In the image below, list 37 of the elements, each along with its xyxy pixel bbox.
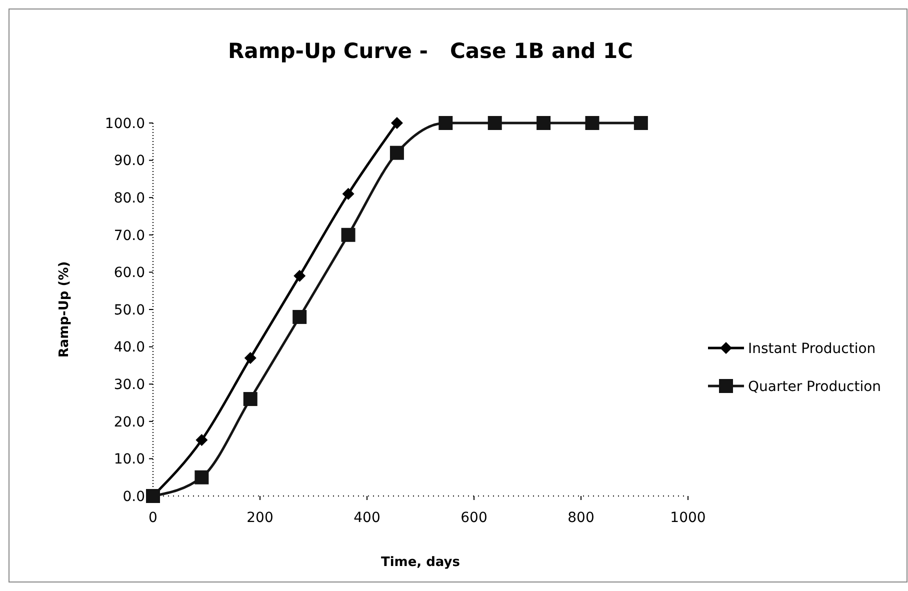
y-axis-title: Ramp-Up (%) (57, 261, 72, 358)
point (243, 392, 258, 406)
x-tick-label: 1000 (670, 510, 706, 526)
y-tick-label: 50.0 (114, 302, 145, 318)
x-tick-label: 800 (568, 510, 594, 526)
y-tick-label: 80.0 (114, 190, 145, 206)
point (196, 434, 208, 446)
point (292, 310, 307, 324)
x-tick-label: 400 (354, 510, 380, 526)
point (390, 117, 403, 129)
x-tick-label: 600 (460, 510, 488, 526)
y-tick-label: 60.0 (114, 265, 145, 282)
point (585, 116, 600, 130)
legend-label: Quarter Production (748, 378, 882, 395)
chart-title: Ramp-Up Curve - Case 1B and 1C (228, 39, 634, 63)
point (390, 146, 404, 160)
y-tick-label: 30.0 (114, 377, 145, 393)
point (294, 270, 306, 282)
y-tick-label: 20.0 (114, 414, 145, 430)
point (438, 116, 453, 130)
legend-label: Instant Production (748, 340, 876, 357)
point (194, 470, 209, 484)
point (536, 116, 551, 130)
x-tick-label: 200 (246, 510, 274, 526)
point (634, 116, 648, 130)
y-tick-label: 10.0 (114, 452, 145, 468)
y-tick-label: 100.0 (104, 116, 145, 132)
y-tick-label: 70.0 (114, 228, 145, 244)
x-tick-label: 0 (148, 510, 158, 526)
y-tick-label: 0.0 (122, 488, 145, 505)
x-axis-title: Time, days (380, 555, 460, 570)
point (488, 116, 502, 130)
point (342, 188, 354, 200)
point (244, 352, 256, 364)
y-tick-label: 90.0 (114, 153, 145, 170)
y-tick-label: 40.0 (114, 340, 145, 356)
point (341, 228, 356, 242)
